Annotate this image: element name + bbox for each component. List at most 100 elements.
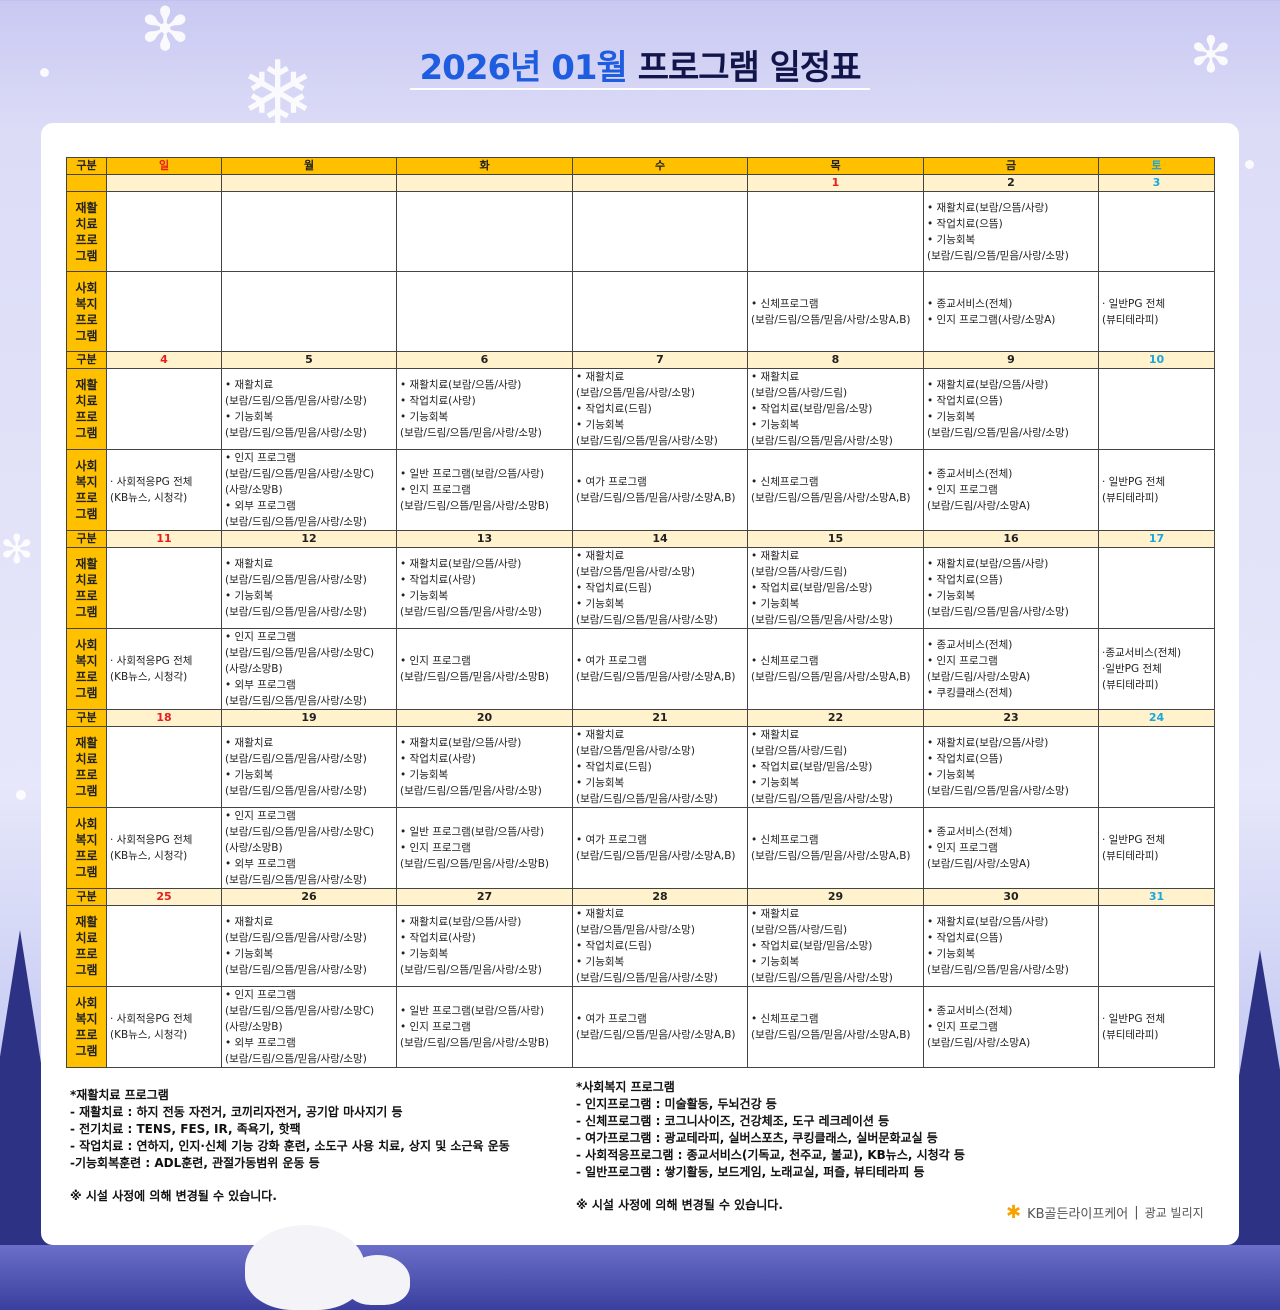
rehab-row-label: 재활 치료 프로 그램: [66, 191, 107, 272]
schedule-line: • 기능회복: [576, 598, 625, 610]
schedule-line: • 인지 프로그램: [927, 1021, 998, 1033]
schedule-line: • 기능회복: [225, 769, 274, 781]
schedule-cell: • 재활치료(보람/으뜸/사랑) • 작업치료(사랑) • 기능회복 (보람/드림/으…: [396, 905, 573, 987]
schedule-line: (보람/드림/으뜸/믿음/사랑/소망B): [400, 1037, 550, 1049]
schedule-line: • 작업치료(보람/믿음/소망): [751, 403, 873, 415]
schedule-line: • 재활치료: [225, 737, 274, 749]
date-row: 구분 25 26 27 28 29 30 31: [66, 888, 1215, 906]
schedule-line: • 기능회복: [225, 590, 274, 602]
schedule-cell: [1098, 191, 1215, 272]
date-cell: 31: [1098, 888, 1215, 906]
schedule-line: • 작업치료(으뜸): [927, 753, 1003, 765]
schedule-line: • 인지 프로그램: [927, 484, 998, 496]
schedule-cell: • 종교서비스(전체) • 인지 프로그램 (보람/드림/사랑/소망A): [923, 807, 1099, 889]
schedule-line: · 사회적응PG 전체: [110, 476, 193, 488]
schedule-cell: · 일반PG 전체 (뷰티테라피): [1098, 271, 1215, 352]
schedule-cell: • 여가 프로그램 (보람/드림/으뜸/믿음/사랑/소망A,B): [572, 449, 748, 531]
schedule-cell: [106, 547, 222, 629]
schedule-cell: • 종교서비스(전체) • 인지 프로그램 (보람/드림/사랑/소망A): [923, 449, 1099, 531]
legend-item: -기능회복훈련 : ADL훈련, 관절가동범위 운동 등: [70, 1156, 320, 1170]
date-cell: 9: [923, 351, 1099, 369]
date-cell: 25: [106, 888, 222, 906]
schedule-line: (보람/드림/사랑/소망A): [927, 671, 1031, 683]
schedule-cell: [106, 368, 222, 450]
schedule-cell: • 재활치료(보람/으뜸/사랑) • 작업치료(사랑) • 기능회복 (보람/드림/으…: [396, 726, 573, 808]
schedule-line: (보람/드림/으뜸/믿음/사랑/소망): [400, 964, 542, 976]
schedule-line: (보람/드림/으뜸/믿음/사랑/소망): [225, 427, 367, 439]
rehab-row-label: 재활 치료 프로 그램: [66, 547, 107, 629]
schedule-line: (뷰티테라피): [1102, 679, 1159, 691]
schedule-line: (KB뉴스, 시청각): [110, 1029, 188, 1041]
schedule-line: • 신체프로그램: [751, 834, 819, 846]
legend-social: *사회복지 프로그램 - 인지프로그램 : 미술활동, 두뇌건강 등 - 신체프…: [576, 1079, 965, 1181]
schedule-cell: • 여가 프로그램 (보람/드림/으뜸/믿음/사랑/소망A,B): [572, 986, 748, 1068]
schedule-line: · 사회적응PG 전체: [110, 1013, 193, 1025]
schedule-cell: • 재활치료(보람/으뜸/사랑) • 작업치료(으뜸) • 기능회복 (보람/드림/으…: [923, 191, 1099, 272]
schedule-line: • 재활치료(보람/으뜸/사랑): [927, 201, 1049, 214]
schedule-line: · 일반PG 전체: [1102, 297, 1166, 310]
schedule-line: (보람/드림/으뜸/믿음/사랑/소망A,B): [576, 492, 736, 504]
header-cell: 월: [221, 157, 397, 175]
date-cell: 23: [923, 709, 1099, 727]
schedule-line: (보람/으뜸/사랑/드림): [751, 924, 848, 936]
title-underline: [410, 88, 870, 90]
schedule-line: • 작업치료(으뜸): [927, 217, 1003, 230]
date-cell: 27: [396, 888, 573, 906]
schedule-line: (보람/으뜸/사랑/드림): [751, 387, 848, 399]
header-cell: 일: [106, 157, 222, 175]
kb-star-icon: ✱: [1006, 1202, 1022, 1223]
schedule-cell: [572, 191, 748, 272]
date-cell: 4: [106, 351, 222, 369]
social-program-row: 사회 복지 프로 그램 · 사회적응PG 전체 (KB뉴스, 시청각) • 인지 프로그램 (…: [66, 986, 1215, 1068]
schedule-line: (보람/드림/으뜸/믿음/사랑/소망B): [400, 500, 550, 512]
date-cell: 7: [572, 351, 748, 369]
schedule-line: (보람/드림/으뜸/믿음/사랑/소망B): [400, 671, 550, 683]
schedule-cell: [396, 191, 573, 272]
date-row: 구분 18 19 20 21 22 23 24: [66, 709, 1215, 727]
schedule-line: (보람/드림/으뜸/믿음/사랑/소망): [225, 574, 367, 586]
schedule-cell: • 재활치료 (보람/으뜸/믿음/사랑/소망) • 작업치료(드림) • 기능회복 (보…: [572, 547, 748, 629]
date-cell: 16: [923, 530, 1099, 548]
brand-logo: ✱ KB골든라이프케어 | 광교 빌리지: [1006, 1202, 1204, 1223]
rehab-row-label: 재활 치료 프로 그램: [66, 726, 107, 808]
schedule-line: (보람/드림/으뜸/믿음/사랑/소망): [927, 785, 1069, 797]
schedule-cell: · 일반PG 전체 (뷰티테라피): [1098, 449, 1215, 531]
schedule-line: (보람/으뜸/믿음/사랑/소망): [576, 745, 695, 757]
header-cell: 목: [747, 157, 924, 175]
schedule-line: • 기능회복: [927, 590, 976, 602]
social-row-label: 사회 복지 프로 그램: [66, 986, 107, 1068]
schedule-line: • 작업치료(드림): [576, 761, 652, 773]
schedule-line: • 기능회복: [400, 411, 449, 423]
schedule-line: (사랑/소망B): [225, 842, 283, 854]
date-cell: [221, 174, 397, 192]
schedule-line: • 기능회복: [400, 948, 449, 960]
schedule-cell: • 신체프로그램 (보람/드림/으뜸/믿음/사랑/소망A,B): [747, 807, 924, 889]
schedule-line: (보람/드림/사랑/소망A): [927, 858, 1031, 870]
schedule-line: • 재활치료: [751, 371, 800, 383]
schedule-cell: · 일반PG 전체 (뷰티테라피): [1098, 807, 1215, 889]
schedule-cell: • 재활치료 (보람/으뜸/믿음/사랑/소망) • 작업치료(드림) • 기능회복 (보…: [572, 368, 748, 450]
schedule-cell: [572, 271, 748, 352]
schedule-line: • 인지 프로그램: [400, 1021, 471, 1033]
date-cell: 18: [106, 709, 222, 727]
schedule-line: (보람/드림/으뜸/믿음/사랑/소망B): [400, 858, 550, 870]
date-row: 구분 4 5 6 7 8 9 10: [66, 351, 1215, 369]
schedule-line: (보람/드림/으뜸/믿음/사랑/소망A,B): [751, 1029, 911, 1041]
schedule-line: (KB뉴스, 시청각): [110, 671, 188, 683]
schedule-line: • 재활치료(보람/으뜸/사랑): [927, 737, 1049, 749]
schedule-line: • 재활치료(보람/으뜸/사랑): [927, 916, 1049, 928]
legend-item: - 작업치료 : 연하지, 인지·신체 기능 강화 훈련, 소도구 사용 치료,…: [70, 1139, 510, 1153]
schedule-cell: • 신체프로그램 (보람/드림/으뜸/믿음/사랑/소망A,B): [747, 271, 924, 352]
schedule-line: • 신체프로그램: [751, 655, 819, 667]
date-cell: 12: [221, 530, 397, 548]
rehab-row-label: 재활 치료 프로 그램: [66, 368, 107, 450]
legend-item: - 사회적응프로그램 : 종교서비스(기독교, 천주교, 불교), KB뉴스, …: [576, 1148, 965, 1162]
schedule-line: (보람/드림/으뜸/믿음/사랑/소망): [751, 793, 893, 805]
schedule-line: (보람/드림/사랑/소망A): [927, 1037, 1031, 1049]
schedule-cell: • 일반 프로그램(보람/으뜸/사랑) • 인지 프로그램 (보람/드림/으뜸/믿음…: [396, 986, 573, 1068]
schedule-cell: · 사회적응PG 전체 (KB뉴스, 시청각): [106, 628, 222, 710]
schedule-line: · 사회적응PG 전체: [110, 655, 193, 667]
schedule-cell: • 재활치료 (보람/으뜸/사랑/드림) • 작업치료(보람/믿음/소망) • 기능회…: [747, 368, 924, 450]
schedule-cell: · 사회적응PG 전체 (KB뉴스, 시청각): [106, 986, 222, 1068]
schedule-line: • 작업치료(으뜸): [927, 932, 1003, 944]
